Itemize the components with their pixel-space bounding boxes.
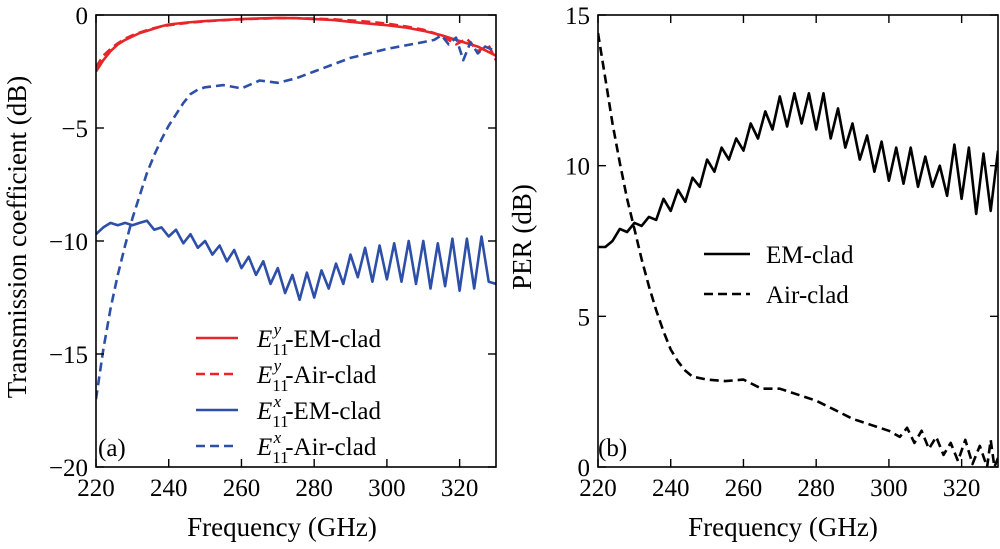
y-axis-label-a: Transmission coefficient (dB) <box>2 76 32 398</box>
x-tick-label: 220 <box>77 475 115 502</box>
legend-subscript: 11 <box>272 376 288 395</box>
series-line-e11y-air-clad <box>96 16 496 68</box>
series-line-e11x-air-clad <box>96 34 496 400</box>
x-tick-label: 320 <box>943 475 981 502</box>
legend-subscript: 11 <box>272 448 288 467</box>
y-axis-label-b: PER (dB) <box>507 184 537 290</box>
x-tick-label: 240 <box>150 475 188 502</box>
x-axis-label-b: Frequency (GHz) <box>688 512 878 542</box>
x-tick-label: 260 <box>223 475 261 502</box>
legend-entry: EM-clad <box>766 242 854 269</box>
legend-superscript: y <box>272 320 282 339</box>
legend-entry: E11y -Air-clad <box>256 356 377 395</box>
plot-frame-b <box>597 14 999 468</box>
series-line-e11x-em-clad <box>96 219 496 302</box>
x-axis-label-a: Frequency (GHz) <box>187 512 377 542</box>
legend-subscript: 11 <box>272 412 288 431</box>
legend-entry: E11x -EM-clad <box>256 392 381 431</box>
legend-suffix: -Air-clad <box>285 434 377 461</box>
y-tick-label: −10 <box>49 229 88 256</box>
y-tick-label: −20 <box>49 455 88 482</box>
legend-suffix: -EM-clad <box>285 326 381 353</box>
legend-entry: E11y -EM-clad <box>256 320 381 359</box>
x-tick-label: 320 <box>441 475 479 502</box>
legend-superscript: y <box>272 356 282 375</box>
legend-main: E <box>256 326 272 353</box>
x-tick-label: 280 <box>295 475 333 502</box>
series-line-air-clad <box>598 32 998 467</box>
y-tick-label: 15 <box>565 3 590 30</box>
x-tick-label: 300 <box>368 475 406 502</box>
legend-superscript: x <box>273 392 282 411</box>
y-tick-label: −15 <box>49 342 88 369</box>
panel-a: 220 240 260 280 300 320 0 −5 −10 −15 −20 Frequency… <box>2 3 497 542</box>
panel-b: 220 240 260 280 300 320 15 10 5 0 Frequency (GHz)… <box>507 3 999 542</box>
x-tick-label: 220 <box>579 475 617 502</box>
y-tick-label: 0 <box>76 3 89 30</box>
legend-entry: E11x -Air-clad <box>256 428 377 467</box>
legend-superscript: x <box>273 428 282 447</box>
legend-suffix: -EM-clad <box>285 398 381 425</box>
series-line-em-clad <box>598 92 998 249</box>
y-tick-label: 10 <box>565 154 590 181</box>
panel-label-a: (a) <box>98 435 126 462</box>
legend-entry: Air-clad <box>766 282 849 309</box>
x-tick-label: 260 <box>725 475 763 502</box>
y-tick-label: −5 <box>61 116 88 143</box>
x-tick-label: 300 <box>870 475 908 502</box>
x-tick-label: 240 <box>652 475 690 502</box>
y-tick-label: 0 <box>578 455 591 482</box>
legend-b: EM-clad Air-clad <box>704 242 854 309</box>
legend-suffix: -Air-clad <box>285 362 377 389</box>
panel-label-b: (b) <box>598 435 627 462</box>
legend-main: E <box>256 434 272 461</box>
y-tick-label: 5 <box>578 304 591 331</box>
legend-subscript: 11 <box>272 340 288 359</box>
x-tick-label: 280 <box>797 475 835 502</box>
legend-main: E <box>256 362 272 389</box>
legend-main: E <box>256 398 272 425</box>
series-line-e11y-em-clad <box>96 16 496 73</box>
